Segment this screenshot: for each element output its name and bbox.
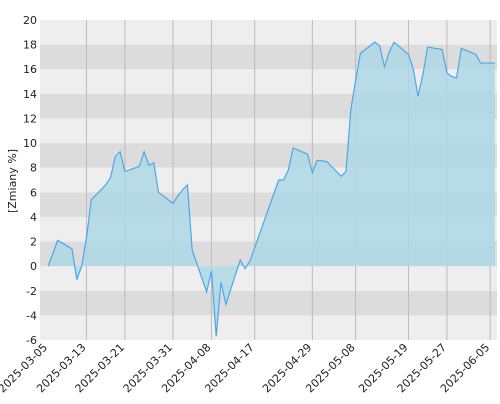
y-tick-label: -4	[26, 309, 37, 322]
series-area	[47, 41, 495, 337]
grid-band	[40, 44, 497, 70]
grid-band	[40, 290, 497, 316]
y-tick-label: 10	[23, 137, 37, 150]
y-tick-label: 16	[23, 63, 37, 76]
y-axis-label: [Zmiany %]	[6, 149, 19, 213]
y-tick-label: -6	[26, 334, 37, 347]
y-tick-label: -2	[26, 285, 37, 298]
y-tick-label: 2	[30, 236, 37, 249]
series-line	[47, 41, 495, 337]
y-tick-label: 14	[23, 88, 37, 101]
grid-band	[40, 266, 497, 291]
y-tick-label: 18	[23, 39, 37, 52]
y-tick-label: 20	[23, 14, 37, 27]
y-tick-label: 12	[23, 112, 37, 125]
grid-band	[40, 315, 497, 340]
y-tick-label: 6	[30, 186, 37, 199]
y-tick-label: 4	[30, 211, 37, 224]
y-tick-label: 0	[30, 260, 37, 273]
y-tick-label: 8	[30, 162, 37, 175]
grid-band	[40, 20, 497, 45]
series-area-fill	[48, 42, 495, 337]
y-axis-ticks: -6 -4 -2 0 2 4 6 8 10 12 14 16 18 20	[23, 14, 37, 347]
x-axis-ticks: 2025-03-052025-03-132025-03-212025-03-31…	[0, 341, 492, 395]
